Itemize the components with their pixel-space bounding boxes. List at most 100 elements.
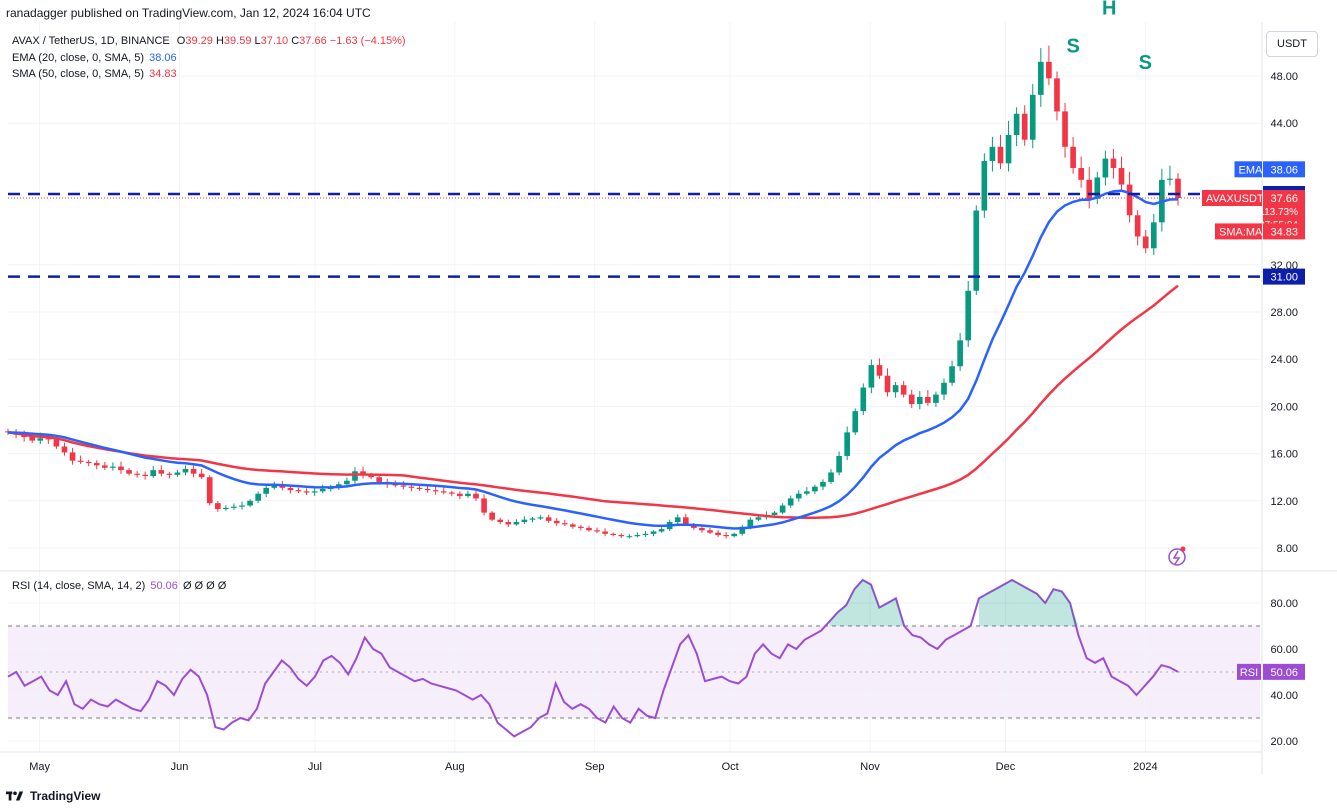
candle-body	[376, 477, 382, 482]
candle-body	[933, 394, 939, 403]
candle-body	[553, 520, 560, 524]
candle-body	[1118, 168, 1125, 185]
rsi-overbought-fill	[1003, 580, 1013, 626]
rsi-overbought-fill	[1061, 591, 1071, 626]
legend-rsi-row: RSI (14, close, SMA, 14, 2) 50.06 Ø Ø Ø …	[12, 580, 226, 592]
candle-body	[336, 484, 342, 487]
candle-body	[1078, 168, 1084, 180]
legend-low: 37.10	[260, 35, 289, 47]
candle-body	[93, 463, 100, 466]
pattern-annotation: H	[1102, 0, 1116, 20]
candle-body	[400, 485, 407, 487]
rsi-overbought-fill	[854, 580, 863, 626]
price-axis-tick: 24.00	[1270, 354, 1298, 366]
legend-close: 37.66	[299, 35, 327, 47]
time-axis-tick: Jun	[171, 761, 189, 773]
candle-body	[521, 519, 528, 523]
time-axis-tick: Nov	[860, 761, 880, 773]
legend-l-label: L	[254, 35, 261, 47]
candle-body	[602, 531, 608, 534]
candle-body	[812, 486, 818, 492]
candle-body	[642, 533, 649, 536]
candle-body	[884, 375, 891, 393]
price-axis-tick: 28.00	[1270, 307, 1298, 319]
candle-body	[61, 446, 68, 453]
candle-body	[779, 505, 786, 513]
candle-body	[37, 438, 44, 441]
legend-sma-value: 34.83	[149, 68, 177, 80]
level-price-tag-label: 31.00	[1270, 272, 1298, 284]
legend-open: 39.29	[185, 35, 213, 47]
rsi-overbought-fill	[1053, 589, 1062, 626]
candle-body	[1110, 158, 1117, 169]
currency-button[interactable]: USDT	[1266, 31, 1318, 57]
tradingview-logo-icon	[6, 791, 24, 801]
candle-body	[989, 146, 996, 161]
candle-body	[416, 487, 423, 489]
candle-body	[1102, 158, 1109, 178]
candle-body	[150, 470, 157, 477]
candle-body	[828, 472, 834, 482]
candle-body	[1062, 111, 1068, 147]
candle-body	[182, 468, 189, 473]
candle-body	[925, 396, 931, 403]
candle-body	[973, 210, 980, 291]
candle-body	[965, 290, 972, 341]
rsi-overbought-fill	[1045, 589, 1054, 626]
candle-body	[529, 518, 536, 520]
candle-body	[360, 471, 366, 475]
candle-body	[239, 505, 245, 507]
candle-body	[908, 394, 915, 405]
candle-body	[1005, 135, 1012, 164]
candle-body	[699, 527, 705, 531]
notification-dot-icon	[1180, 546, 1186, 552]
candle-body	[795, 493, 802, 499]
candle-body	[513, 522, 520, 525]
legend-c-label: C	[291, 35, 300, 47]
series-price-tag	[1263, 161, 1305, 178]
rsi-axis-tick: 60.00	[1270, 644, 1298, 656]
footer-brand: TradingView	[6, 789, 100, 803]
rsi-overbought-fill	[1012, 580, 1021, 626]
candle-body	[408, 486, 415, 488]
time-axis-tick: Aug	[445, 761, 465, 773]
candle-body	[561, 523, 568, 525]
ema-20-line	[7, 189, 1179, 530]
time-axis-tick: Jul	[308, 761, 322, 773]
candle-body	[997, 146, 1004, 164]
rsi-overbought-fill	[978, 593, 988, 626]
candle-body	[344, 480, 350, 485]
series-name-tag-label: EMA	[1239, 164, 1264, 176]
candle-body	[1029, 94, 1036, 140]
candle-body	[715, 532, 721, 536]
candle-body	[279, 485, 286, 488]
price-axis-tick: 16.00	[1270, 449, 1298, 461]
price-axis-tick: 48.00	[1270, 71, 1298, 83]
candle-body	[570, 524, 576, 527]
candle-body	[69, 452, 76, 461]
rsi-overbought-fill	[870, 584, 880, 626]
candle-body	[77, 460, 84, 462]
rsi-overbought-fill	[1070, 603, 1079, 626]
candle-body	[981, 160, 988, 211]
legend-symbol-row: AVAX / TetherUS, 1D, BINANCE O39.29 H39.…	[12, 35, 406, 47]
candle-body	[634, 535, 641, 537]
candle-body	[1142, 236, 1149, 249]
candle-body	[497, 519, 504, 523]
candle-body	[392, 484, 399, 486]
candle-body	[473, 493, 479, 499]
pattern-annotation: S	[1139, 52, 1152, 74]
legend-sma-label: SMA (50, close, 0, SMA, 5)	[12, 68, 145, 80]
series-price-tag	[1263, 223, 1305, 240]
candle-body	[755, 517, 762, 520]
rsi-axis-tick: 40.00	[1270, 690, 1298, 702]
series-name-tag-label: SMA:MA	[1219, 226, 1263, 238]
candle-body	[53, 439, 60, 447]
legend-sma-row: SMA (50, close, 0, SMA, 5) 34.83	[12, 68, 177, 80]
candle-body	[247, 500, 253, 506]
candle-body	[142, 474, 148, 477]
candle-body	[900, 385, 907, 395]
candle-body	[319, 489, 326, 492]
candle-body	[1054, 78, 1060, 112]
candle-body	[85, 461, 92, 464]
